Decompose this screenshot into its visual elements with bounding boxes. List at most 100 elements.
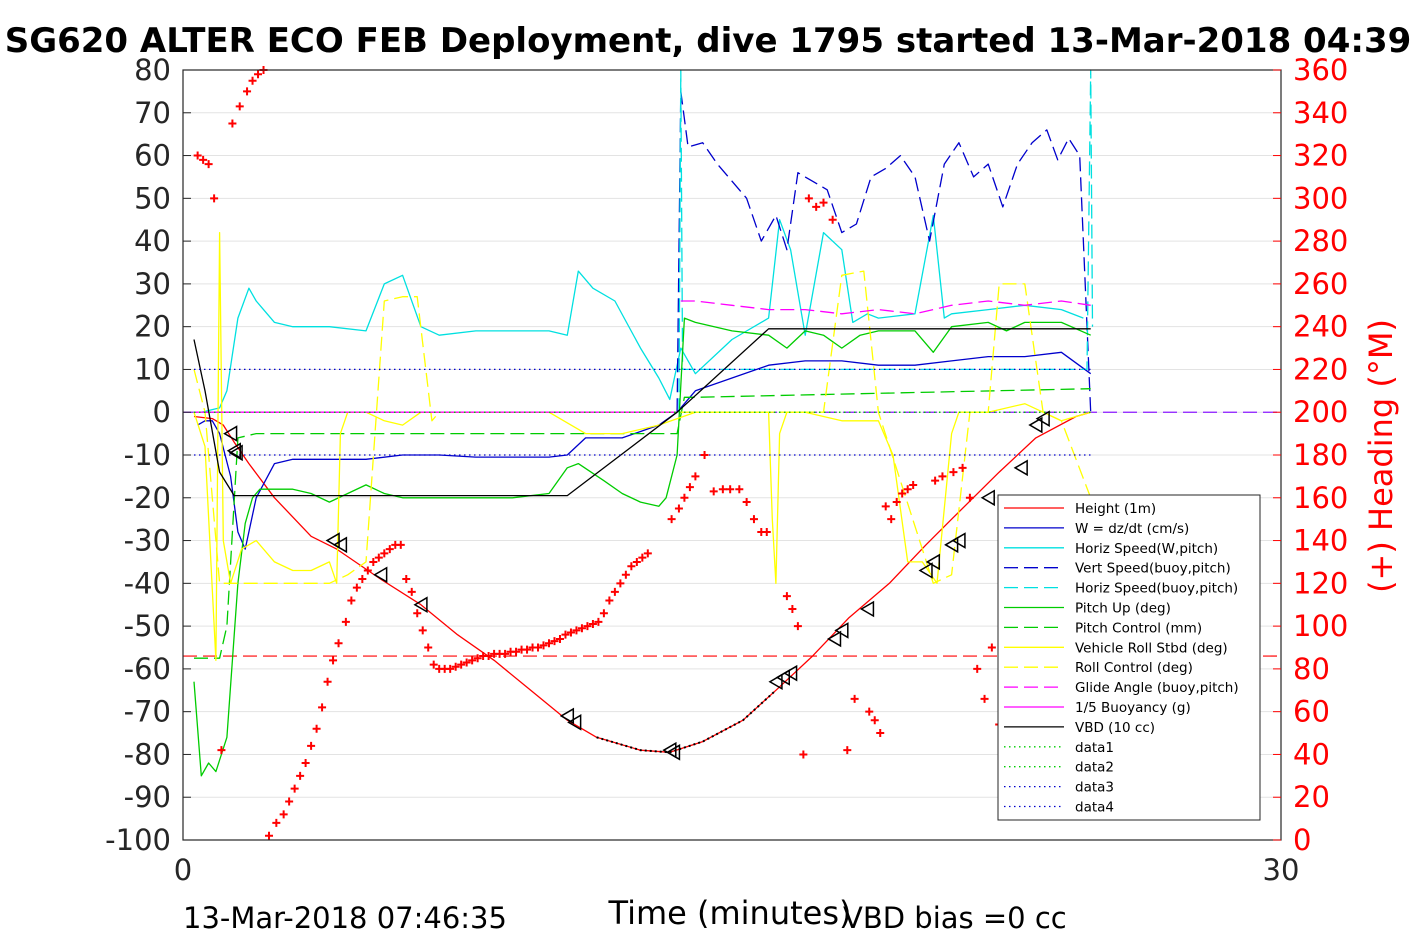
heading-point: [709, 487, 718, 496]
heading-point: [285, 797, 294, 806]
heading-point: [980, 694, 989, 703]
left-tick-label-6: 20: [134, 310, 171, 344]
series-line-3: [676, 90, 1092, 413]
heading-point: [424, 643, 433, 652]
legend-label-3: Vert Speed(buoy,pitch): [1075, 561, 1231, 577]
heading-point: [572, 626, 581, 635]
heading-point: [318, 703, 327, 712]
right-tick-label-5: 260: [1293, 267, 1348, 301]
heading-point: [949, 468, 958, 477]
heading-point: [843, 746, 852, 755]
heading-point: [462, 658, 471, 667]
triangle-marker: [918, 562, 933, 579]
plot-lines: [183, 69, 1281, 777]
triangle-marker: [1013, 459, 1028, 477]
right-y-ticks: 3603403203002802602402202001801601401201…: [1273, 53, 1348, 857]
right-tick-label-16: 40: [1293, 737, 1330, 771]
heading-point: [358, 575, 367, 584]
heading-point: [451, 662, 460, 671]
legend-label-12: data1: [1075, 740, 1114, 756]
heading-point: [347, 596, 356, 605]
heading-point: [301, 759, 310, 767]
right-tick-label-18: 0: [1293, 823, 1311, 857]
legend-label-9: Glide Angle (buoy,pitch): [1075, 680, 1239, 696]
heading-point: [898, 489, 907, 498]
heading-point: [735, 485, 744, 494]
heading-point: [307, 741, 316, 750]
heading-point: [594, 617, 603, 626]
heading-point: [290, 784, 299, 793]
left-tick-label-15: -70: [124, 695, 171, 729]
heading-point: [334, 639, 343, 648]
right-tick-label-14: 80: [1293, 652, 1330, 686]
heading-point: [850, 694, 859, 703]
x-tick-label-0: 0: [174, 853, 192, 887]
heading-point: [329, 656, 338, 665]
heading-point: [749, 515, 758, 524]
heading-point: [691, 472, 700, 481]
left-tick-label-18: -100: [105, 823, 171, 857]
triangle-marker: [665, 743, 681, 761]
left-tick-label-14: -60: [124, 652, 171, 686]
triangle-marker: [567, 714, 582, 731]
legend-label-6: Pitch Control (mm): [1075, 620, 1202, 636]
left-tick-label-17: -90: [124, 780, 171, 814]
heading-point: [539, 641, 548, 650]
heading-point: [566, 628, 575, 637]
heading-point: [828, 215, 837, 224]
legend: Height (1m) W = dz/dt (cm/s) Horiz Speed(W…: [997, 494, 1261, 821]
triangle-marker: [1028, 416, 1043, 434]
left-tick-label-9: -10: [124, 438, 171, 472]
legend-box: [997, 494, 1261, 821]
heading-point: [870, 716, 879, 725]
heading-point: [369, 557, 378, 566]
right-tick-label-3: 300: [1293, 181, 1348, 215]
heading-point: [973, 664, 982, 673]
right-tick-label-1: 340: [1293, 96, 1348, 130]
heading-point: [501, 649, 510, 658]
left-tick-label-16: -80: [124, 737, 171, 771]
legend-label-15: data4: [1075, 800, 1114, 816]
heading-point: [374, 553, 383, 562]
triangle-marker: [228, 444, 243, 462]
triangle-marker: [332, 536, 348, 554]
heading-point: [892, 498, 901, 507]
height-bottom-dotted: [596, 689, 777, 754]
legend-label-2: Horiz Speed(W,pitch): [1075, 541, 1218, 557]
heading-point: [881, 502, 890, 511]
legend-label-8: Roll Control (deg): [1075, 660, 1193, 676]
heading-point: [484, 652, 493, 661]
right-tick-label-6: 240: [1293, 310, 1348, 344]
heading-point: [782, 592, 791, 601]
right-tick-label-8: 200: [1293, 395, 1348, 429]
triangle-marker: [226, 442, 241, 460]
heading-point: [588, 619, 597, 628]
triangle-marker: [944, 536, 959, 554]
heading-point: [938, 472, 947, 481]
heading-point: [561, 630, 570, 639]
left-y-ticks: 80 70 60 50 40 30 20 10 0 -10 -20 -30 -40 -50 -60 -70 -8…: [105, 53, 191, 857]
heading-point: [457, 660, 466, 669]
legend-label-5: Pitch Up (deg): [1075, 601, 1171, 617]
triangle-marker: [325, 532, 340, 549]
heading-point: [243, 87, 252, 96]
left-tick-label-10: -20: [124, 481, 171, 515]
heading-point: [621, 570, 630, 579]
heading-point: [228, 119, 237, 128]
triangle-marker: [373, 566, 388, 584]
right-tick-label-2: 320: [1293, 139, 1348, 173]
series-line-1: [197, 351, 1092, 550]
series-line-7: [193, 231, 1091, 661]
heading-point: [385, 545, 394, 554]
heading-point: [352, 583, 361, 592]
heading-point: [473, 654, 482, 663]
heading-point: [265, 831, 274, 840]
heading-point: [534, 643, 543, 652]
triangle-marker: [951, 532, 966, 549]
right-y-axis-label: (+) Heading (°M): [1362, 319, 1400, 593]
heading-point: [762, 528, 771, 536]
heading-point: [632, 557, 641, 566]
series-line-2: [201, 214, 1084, 413]
heading-point: [418, 626, 427, 635]
heading-point: [407, 587, 416, 596]
